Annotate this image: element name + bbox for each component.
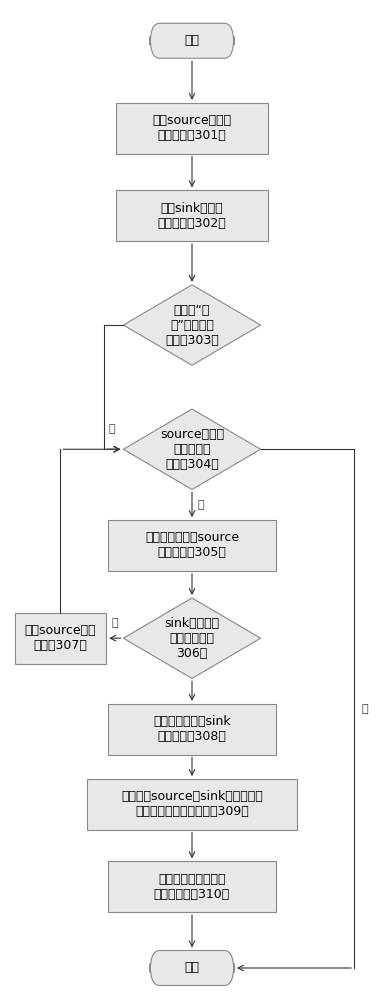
Text: 将选取的source和sink节点分配到
空闲节点进行测试（步骤309）: 将选取的source和sink节点分配到 空闲节点进行测试（步骤309） <box>121 790 263 818</box>
Text: 否: 否 <box>198 500 204 510</box>
Text: source节点队
列是否为空
（步骤304）: source节点队 列是否为空 （步骤304） <box>160 428 224 471</box>
Bar <box>108 704 276 755</box>
Text: 计算sink节点的
入度（步骤302）: 计算sink节点的 入度（步骤302） <box>157 202 227 230</box>
Bar <box>87 779 297 830</box>
Polygon shape <box>123 285 261 365</box>
Text: 结束: 结束 <box>184 961 200 974</box>
Text: 开始: 开始 <box>184 34 200 47</box>
Polygon shape <box>123 409 261 490</box>
FancyBboxPatch shape <box>150 950 234 985</box>
FancyBboxPatch shape <box>150 23 234 58</box>
Text: 删除source节点
（步骤307）: 删除source节点 （步骤307） <box>25 624 96 652</box>
Text: 选取出度最大的source
节点（步骤305）: 选取出度最大的source 节点（步骤305） <box>145 531 239 559</box>
Text: 选取入度最大的sink
节点（步骤308）: 选取入度最大的sink 节点（步骤308） <box>153 715 231 743</box>
Bar <box>15 613 106 664</box>
Bar <box>116 103 268 154</box>
Text: 计算source节点的
出度（步骤301）: 计算source节点的 出度（步骤301） <box>152 114 232 142</box>
Bar <box>108 520 276 571</box>
Text: 是否有“空
闲”测试节点
（步骤303）: 是否有“空 闲”测试节点 （步骤303） <box>165 304 219 347</box>
Bar <box>116 190 268 241</box>
Polygon shape <box>123 598 261 678</box>
Text: 是: 是 <box>111 618 118 628</box>
Text: sink节点是否
都覆盖（步骤
306）: sink节点是否 都覆盖（步骤 306） <box>164 617 220 660</box>
Bar <box>108 861 276 912</box>
Text: 是: 是 <box>362 704 368 714</box>
Text: 否: 否 <box>108 424 115 434</box>
Text: 构造测试用例执行动
态测试（步骤310）: 构造测试用例执行动 态测试（步骤310） <box>154 873 230 901</box>
